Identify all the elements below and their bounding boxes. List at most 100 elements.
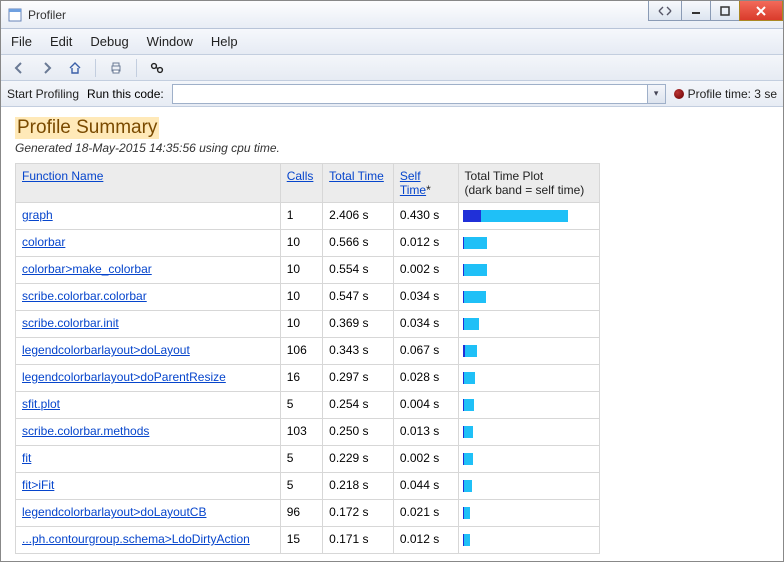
menu-edit[interactable]: Edit [50,34,72,49]
calls-cell: 10 [280,311,322,338]
self-cell: 0.002 s [393,446,458,473]
find-button[interactable] [147,58,167,78]
table-row: legendcolorbarlayout>doLayoutCB 960.172 s… [16,500,600,527]
maximize-button[interactable] [710,1,740,21]
menu-window[interactable]: Window [147,34,193,49]
table-row: scribe.colorbar.colorbar100.547 s0.034 s [16,284,600,311]
menu-debug[interactable]: Debug [90,34,128,49]
pin-button[interactable] [648,1,682,21]
total-cell: 0.254 s [323,392,394,419]
total-time-bar [463,399,474,411]
total-time-bar [463,480,473,492]
back-button[interactable] [9,58,29,78]
calls-cell: 10 [280,284,322,311]
calls-cell: 15 [280,527,322,554]
function-link[interactable]: scribe.colorbar.methods [22,424,149,438]
total-cell: 0.172 s [323,500,394,527]
header-function[interactable]: Function Name [16,164,281,203]
start-profiling-link[interactable]: Start Profiling [7,87,79,101]
toolbar [1,55,783,81]
total-cell: 0.171 s [323,527,394,554]
content: Profile Summary Generated 18-May-2015 14… [1,107,783,561]
function-link[interactable]: sfit.plot [22,397,60,411]
self-cell: 0.044 s [393,473,458,500]
menu-file[interactable]: File [11,34,32,49]
function-link[interactable]: fit>iFit [22,478,54,492]
function-link[interactable]: colorbar>make_colorbar [22,262,152,276]
calls-cell: 16 [280,365,322,392]
total-time-bar [463,507,471,519]
table-row: colorbar>make_colorbar100.554 s0.002 s [16,257,600,284]
function-link[interactable]: scribe.colorbar.colorbar [22,289,147,303]
total-time-bar [463,318,479,330]
titlebar: Profiler [1,1,783,29]
table-row: graph12.406 s0.430 s [16,203,600,230]
table-row: scribe.colorbar.init 100.369 s0.034 s [16,311,600,338]
table-row: sfit.plot50.254 s0.004 s [16,392,600,419]
self-time-bar [463,453,464,465]
minimize-button[interactable] [681,1,711,21]
calls-cell: 96 [280,500,322,527]
run-code-input[interactable]: ▾ [172,84,666,104]
function-link[interactable]: colorbar [22,235,65,249]
total-cell: 0.229 s [323,446,394,473]
total-time-bar [463,426,474,438]
calls-cell: 5 [280,392,322,419]
plot-cell [458,284,599,311]
total-time-bar [463,237,488,249]
total-cell: 0.343 s [323,338,394,365]
calls-cell: 5 [280,446,322,473]
menu-help[interactable]: Help [211,34,238,49]
header-self[interactable]: Self Time* [393,164,458,203]
function-link[interactable]: legendcolorbarlayout>doLayout [22,343,190,357]
close-button[interactable] [739,1,783,21]
total-time-bar [463,210,568,222]
function-link[interactable]: fit [22,451,31,465]
table-row: colorbar100.566 s0.012 s [16,230,600,257]
window-buttons [649,1,783,21]
self-time-bar [463,480,465,492]
self-time-bar [463,264,464,276]
header-plot: Total Time Plot(dark band = self time) [458,164,599,203]
self-time-bar [463,507,464,519]
self-cell: 0.034 s [393,311,458,338]
self-cell: 0.034 s [393,284,458,311]
table-row: legendcolorbarlayout>doLayout1060.343 s0… [16,338,600,365]
profile-time-text: Profile time: 3 se [688,87,777,101]
plot-cell [458,392,599,419]
print-button[interactable] [106,58,126,78]
self-cell: 0.028 s [393,365,458,392]
profile-table: Function Name Calls Total Time Self Time… [15,163,600,554]
self-time-bar [463,426,464,438]
function-link[interactable]: scribe.colorbar.init [22,316,119,330]
plot-cell [458,365,599,392]
self-time-bar [463,345,466,357]
calls-cell: 10 [280,257,322,284]
self-cell: 0.430 s [393,203,458,230]
total-time-bar [463,372,476,384]
runbar: Start Profiling Run this code: ▾ Profile… [1,81,783,107]
menubar: File Edit Debug Window Help [1,29,783,55]
function-link[interactable]: legendcolorbarlayout>doParentResize [22,370,226,384]
function-link[interactable]: ...ph.contourgroup.schema>LdoDirtyAction [22,532,250,546]
function-link[interactable]: graph [22,208,53,222]
plot-cell [458,311,599,338]
generated-text: Generated 18-May-2015 14:35:56 using cpu… [15,141,769,155]
plot-cell [458,257,599,284]
forward-button[interactable] [37,58,57,78]
self-cell: 0.067 s [393,338,458,365]
header-calls[interactable]: Calls [280,164,322,203]
plot-cell [458,527,599,554]
home-button[interactable] [65,58,85,78]
plot-cell [458,446,599,473]
run-code-dropdown[interactable]: ▾ [647,85,665,103]
calls-cell: 5 [280,473,322,500]
table-row: scribe.colorbar.methods1030.250 s0.013 s [16,419,600,446]
total-cell: 0.369 s [323,311,394,338]
header-total[interactable]: Total Time [323,164,394,203]
self-cell: 0.013 s [393,419,458,446]
plot-cell [458,230,599,257]
self-time-bar [463,372,464,384]
total-cell: 0.566 s [323,230,394,257]
function-link[interactable]: legendcolorbarlayout>doLayoutCB [22,505,206,519]
